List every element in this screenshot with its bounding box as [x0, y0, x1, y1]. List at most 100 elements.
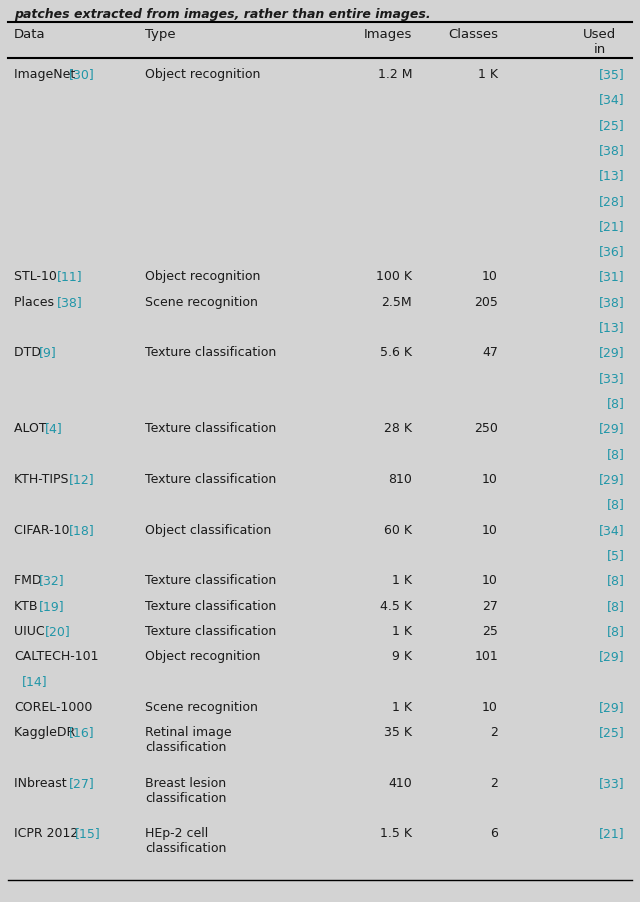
Text: Used
in: Used in [584, 28, 616, 56]
Text: 1 K: 1 K [392, 625, 412, 638]
Text: 9 K: 9 K [392, 650, 412, 663]
Text: [27]: [27] [69, 777, 95, 790]
Text: 1.5 K: 1.5 K [380, 827, 412, 841]
Text: Breast lesion
classification: Breast lesion classification [145, 777, 227, 805]
Text: [8]: [8] [607, 600, 625, 612]
Text: [16]: [16] [69, 726, 95, 739]
Text: Texture classification: Texture classification [145, 600, 276, 612]
Text: KaggleDR: KaggleDR [14, 726, 79, 739]
Text: 2: 2 [490, 777, 498, 790]
Text: 1 K: 1 K [478, 68, 498, 81]
Text: [25]: [25] [599, 119, 625, 132]
Text: [29]: [29] [600, 473, 625, 486]
Text: [8]: [8] [607, 447, 625, 461]
Text: Object recognition: Object recognition [145, 271, 260, 283]
Text: 101: 101 [474, 650, 498, 663]
Text: Scene recognition: Scene recognition [145, 296, 258, 308]
Text: 4.5 K: 4.5 K [380, 600, 412, 612]
Text: [35]: [35] [599, 68, 625, 81]
Text: [38]: [38] [599, 144, 625, 157]
Text: 60 K: 60 K [384, 524, 412, 537]
Text: 205: 205 [474, 296, 498, 308]
Text: Object recognition: Object recognition [145, 650, 260, 663]
Text: [36]: [36] [600, 245, 625, 258]
Text: FMD: FMD [14, 575, 45, 587]
Text: Retinal image
classification: Retinal image classification [145, 726, 232, 754]
Text: 47: 47 [482, 346, 498, 359]
Text: 410: 410 [388, 777, 412, 790]
Text: patches extracted from images, rather than entire images.: patches extracted from images, rather th… [14, 8, 431, 21]
Text: [21]: [21] [600, 827, 625, 841]
Text: Images: Images [364, 28, 412, 41]
Text: 5.6 K: 5.6 K [380, 346, 412, 359]
Text: [33]: [33] [600, 372, 625, 385]
Text: CIFAR-10: CIFAR-10 [14, 524, 74, 537]
Text: 2.5M: 2.5M [381, 296, 412, 308]
Text: 28 K: 28 K [384, 422, 412, 436]
Text: INbreast: INbreast [14, 777, 70, 790]
Text: KTB: KTB [14, 600, 42, 612]
Text: 35 K: 35 K [384, 726, 412, 739]
Text: Texture classification: Texture classification [145, 575, 276, 587]
Text: [8]: [8] [607, 625, 625, 638]
Text: ALOT: ALOT [14, 422, 51, 436]
Text: Texture classification: Texture classification [145, 422, 276, 436]
Text: [12]: [12] [69, 473, 95, 486]
Text: [20]: [20] [45, 625, 70, 638]
Text: [33]: [33] [600, 777, 625, 790]
Text: Classes: Classes [448, 28, 498, 41]
Text: 10: 10 [482, 473, 498, 486]
Text: 10: 10 [482, 701, 498, 713]
Text: [32]: [32] [38, 575, 64, 587]
Text: [9]: [9] [38, 346, 56, 359]
Text: 250: 250 [474, 422, 498, 436]
Text: Places: Places [14, 296, 58, 308]
Text: 10: 10 [482, 271, 498, 283]
Text: CALTECH-101: CALTECH-101 [14, 650, 99, 663]
Text: [13]: [13] [600, 170, 625, 182]
Text: 27: 27 [482, 600, 498, 612]
Text: [14]: [14] [22, 676, 47, 688]
Text: Texture classification: Texture classification [145, 625, 276, 638]
Text: 1.2 M: 1.2 M [378, 68, 412, 81]
Text: Texture classification: Texture classification [145, 473, 276, 486]
Text: [31]: [31] [600, 271, 625, 283]
Text: 2: 2 [490, 726, 498, 739]
Text: [34]: [34] [600, 93, 625, 106]
Text: HEp-2 cell
classification: HEp-2 cell classification [145, 827, 227, 855]
Text: [4]: [4] [45, 422, 62, 436]
Text: [25]: [25] [599, 726, 625, 739]
Text: 6: 6 [490, 827, 498, 841]
Text: 810: 810 [388, 473, 412, 486]
Text: [30]: [30] [69, 68, 95, 81]
Text: 10: 10 [482, 575, 498, 587]
Text: Data: Data [14, 28, 45, 41]
Text: Type: Type [145, 28, 175, 41]
Text: Object recognition: Object recognition [145, 68, 260, 81]
Text: Object classification: Object classification [145, 524, 271, 537]
Text: KTH-TIPS: KTH-TIPS [14, 473, 72, 486]
Text: [8]: [8] [607, 498, 625, 511]
Text: [38]: [38] [599, 296, 625, 308]
Text: Scene recognition: Scene recognition [145, 701, 258, 713]
Text: [11]: [11] [57, 271, 83, 283]
Text: [38]: [38] [57, 296, 83, 308]
Text: 100 K: 100 K [376, 271, 412, 283]
Text: DTD: DTD [14, 346, 45, 359]
Text: UIUC: UIUC [14, 625, 49, 638]
Text: 10: 10 [482, 524, 498, 537]
Text: 25: 25 [482, 625, 498, 638]
Text: [19]: [19] [38, 600, 64, 612]
Text: ICPR 2012: ICPR 2012 [14, 827, 83, 841]
Text: [21]: [21] [600, 220, 625, 233]
Text: [8]: [8] [607, 397, 625, 410]
Text: [15]: [15] [75, 827, 100, 841]
Text: [29]: [29] [600, 701, 625, 713]
Text: [5]: [5] [607, 549, 625, 562]
Text: 1 K: 1 K [392, 575, 412, 587]
Text: [8]: [8] [607, 575, 625, 587]
Text: [29]: [29] [600, 346, 625, 359]
Text: COREL-1000: COREL-1000 [14, 701, 92, 713]
Text: [18]: [18] [69, 524, 95, 537]
Text: 1 K: 1 K [392, 701, 412, 713]
